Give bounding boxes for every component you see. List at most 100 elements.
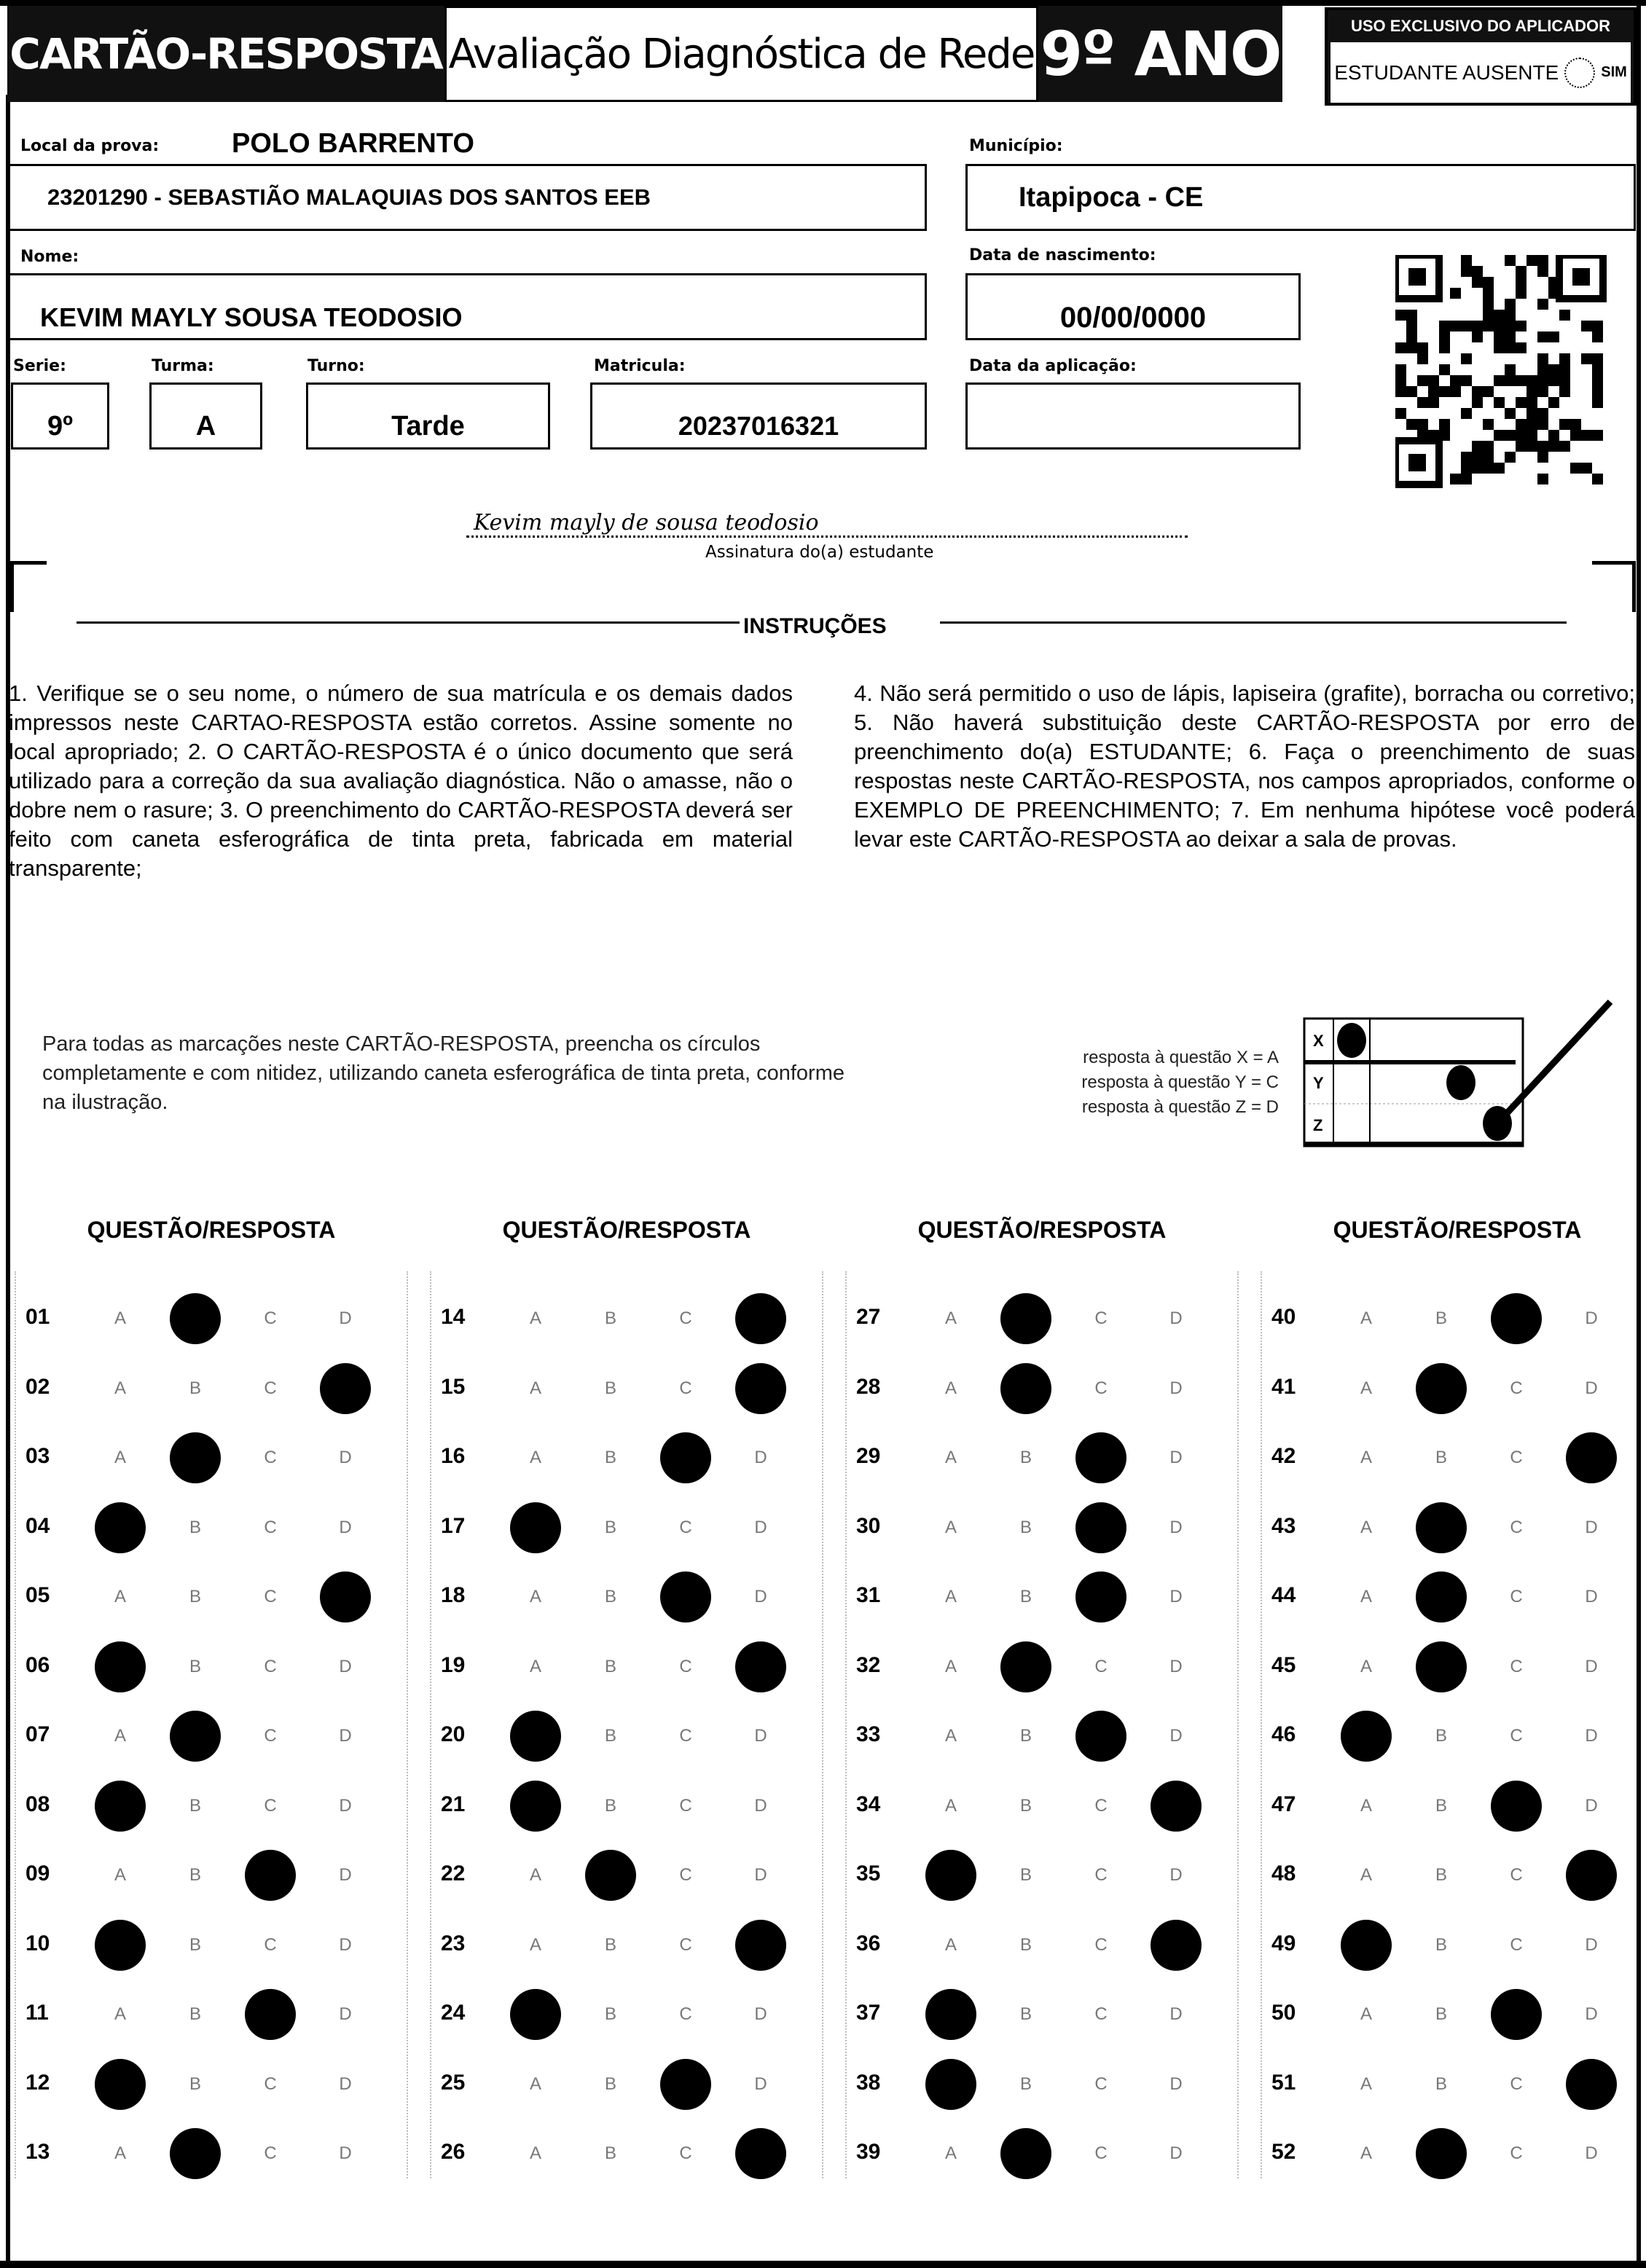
answer-bubble-a[interactable]: A xyxy=(1360,1587,1372,1606)
answer-bubble-b[interactable]: B xyxy=(189,1656,201,1676)
answer-bubble-a[interactable]: A xyxy=(944,1308,957,1328)
answer-bubble-d[interactable]: D xyxy=(735,1293,786,1344)
answer-bubble-c[interactable]: C xyxy=(1094,1378,1108,1398)
answer-bubble-a[interactable]: A xyxy=(510,1711,561,1762)
answer-bubble-d[interactable]: D xyxy=(1585,1378,1598,1398)
answer-bubble-a[interactable]: A xyxy=(1360,1656,1372,1676)
answer-bubble-d[interactable]: D xyxy=(1585,1726,1598,1746)
answer-bubble-a[interactable]: A xyxy=(1360,1795,1372,1816)
answer-bubble-a[interactable]: A xyxy=(529,2143,541,2163)
answer-bubble-b[interactable]: B xyxy=(604,1795,616,1816)
answer-bubble-c[interactable]: C xyxy=(264,2143,277,2163)
answer-bubble-b[interactable]: B xyxy=(604,2073,616,2094)
answer-bubble-c[interactable]: C xyxy=(1094,1795,1108,1816)
answer-bubble-a[interactable]: A xyxy=(529,1934,541,1955)
answer-bubble-b[interactable]: B xyxy=(189,1934,201,1955)
answer-bubble-b[interactable]: B xyxy=(189,2073,201,2094)
answer-bubble-a[interactable]: A xyxy=(114,1865,126,1885)
answer-bubble-b[interactable]: B xyxy=(1435,2004,1447,2024)
answer-bubble-c[interactable]: C xyxy=(679,1378,692,1398)
answer-bubble-a[interactable]: A xyxy=(1360,2143,1372,2163)
answer-bubble-b[interactable]: B xyxy=(604,1308,616,1328)
answer-bubble-b[interactable]: B xyxy=(1019,2073,1032,2094)
answer-bubble-a[interactable]: A xyxy=(944,1378,957,1398)
answer-bubble-d[interactable]: D xyxy=(1585,1656,1598,1676)
answer-bubble-d[interactable]: D xyxy=(339,1448,352,1467)
answer-bubble-b[interactable]: B xyxy=(170,1711,221,1762)
answer-bubble-c[interactable]: C xyxy=(1094,2143,1108,2163)
answer-bubble-a[interactable]: A xyxy=(944,1656,957,1676)
answer-bubble-a[interactable]: A xyxy=(1360,1517,1372,1537)
absent-bubble[interactable] xyxy=(1564,57,1596,88)
answer-bubble-b[interactable]: B xyxy=(1019,1517,1032,1537)
answer-bubble-c[interactable]: C xyxy=(1094,1656,1108,1676)
answer-bubble-d[interactable]: D xyxy=(1585,1587,1598,1606)
answer-bubble-d[interactable]: D xyxy=(339,1517,352,1537)
answer-bubble-b[interactable]: B xyxy=(604,2143,616,2163)
answer-bubble-c[interactable]: C xyxy=(679,2004,692,2024)
answer-bubble-c[interactable]: C xyxy=(1510,1517,1523,1537)
answer-bubble-b[interactable]: B xyxy=(1000,1641,1051,1692)
answer-bubble-a[interactable]: A xyxy=(1360,1308,1372,1328)
answer-bubble-c[interactable]: C xyxy=(679,1795,692,1816)
answer-bubble-c[interactable]: C xyxy=(264,1448,277,1467)
answer-bubble-a[interactable]: A xyxy=(1360,2004,1372,2024)
answer-bubble-b[interactable]: B xyxy=(1435,2073,1447,2094)
answer-bubble-b[interactable]: B xyxy=(1019,1934,1032,1955)
answer-bubble-b[interactable]: B xyxy=(1000,2128,1051,2179)
answer-bubble-d[interactable]: D xyxy=(1169,2073,1183,2094)
answer-bubble-b[interactable]: B xyxy=(1435,1795,1447,1816)
answer-bubble-c[interactable]: C xyxy=(1094,1865,1108,1885)
answer-bubble-b[interactable]: B xyxy=(189,1795,201,1816)
answer-bubble-c[interactable]: C xyxy=(679,1308,692,1328)
answer-bubble-b[interactable]: B xyxy=(189,1865,201,1885)
answer-bubble-d[interactable]: D xyxy=(754,1448,767,1467)
answer-bubble-d[interactable]: D xyxy=(1585,2143,1598,2163)
answer-bubble-a[interactable]: A xyxy=(510,1502,561,1553)
answer-bubble-c[interactable]: C xyxy=(1510,1587,1523,1606)
answer-bubble-b[interactable]: B xyxy=(604,1656,616,1676)
answer-bubble-d[interactable]: D xyxy=(1169,1378,1183,1398)
answer-bubble-b[interactable]: B xyxy=(1000,1293,1051,1344)
answer-bubble-a[interactable]: A xyxy=(925,2058,976,2110)
answer-bubble-b[interactable]: B xyxy=(1416,1571,1467,1622)
answer-bubble-a[interactable]: A xyxy=(114,1587,126,1606)
answer-bubble-d[interactable]: D xyxy=(320,1362,371,1414)
answer-bubble-c[interactable]: C xyxy=(679,1726,692,1746)
answer-bubble-c[interactable]: C xyxy=(1075,1432,1126,1483)
answer-bubble-b[interactable]: B xyxy=(1416,1641,1467,1692)
answer-bubble-c[interactable]: C xyxy=(1510,1448,1523,1467)
answer-bubble-a[interactable]: A xyxy=(95,1502,146,1553)
answer-bubble-a[interactable]: A xyxy=(529,1865,541,1885)
answer-bubble-d[interactable]: D xyxy=(754,1517,767,1537)
answer-bubble-d[interactable]: D xyxy=(1169,2004,1183,2024)
answer-bubble-b[interactable]: B xyxy=(1019,1448,1032,1467)
answer-bubble-b[interactable]: B xyxy=(1416,2128,1467,2179)
answer-bubble-b[interactable]: B xyxy=(189,1587,201,1606)
answer-bubble-c[interactable]: C xyxy=(264,1587,277,1606)
answer-bubble-d[interactable]: D xyxy=(339,2143,352,2163)
answer-bubble-d[interactable]: D xyxy=(339,1726,352,1746)
answer-bubble-d[interactable]: D xyxy=(1169,1587,1183,1606)
answer-bubble-c[interactable]: C xyxy=(264,1726,277,1746)
answer-bubble-c[interactable]: C xyxy=(1094,1934,1108,1955)
answer-bubble-d[interactable]: D xyxy=(339,2004,352,2024)
answer-bubble-d[interactable]: D xyxy=(339,1934,352,1955)
answer-bubble-b[interactable]: B xyxy=(604,1726,616,1746)
answer-bubble-c[interactable]: C xyxy=(264,1378,277,1398)
answer-bubble-b[interactable]: B xyxy=(604,2004,616,2024)
answer-bubble-a[interactable]: A xyxy=(529,1656,541,1676)
answer-bubble-c[interactable]: C xyxy=(1491,1780,1542,1832)
answer-bubble-d[interactable]: D xyxy=(1151,1780,1202,1832)
answer-bubble-c[interactable]: C xyxy=(679,2143,692,2163)
answer-bubble-c[interactable]: C xyxy=(264,1656,277,1676)
answer-bubble-a[interactable]: A xyxy=(95,2058,146,2110)
answer-bubble-b[interactable]: B xyxy=(1435,1934,1447,1955)
answer-bubble-d[interactable]: D xyxy=(1151,1919,1202,1971)
answer-bubble-a[interactable]: A xyxy=(944,1795,957,1816)
answer-bubble-b[interactable]: B xyxy=(1000,1362,1051,1414)
answer-bubble-b[interactable]: B xyxy=(604,1517,616,1537)
answer-bubble-b[interactable]: B xyxy=(1019,1865,1032,1885)
answer-bubble-a[interactable]: A xyxy=(510,1780,561,1832)
answer-bubble-a[interactable]: A xyxy=(529,1587,541,1606)
